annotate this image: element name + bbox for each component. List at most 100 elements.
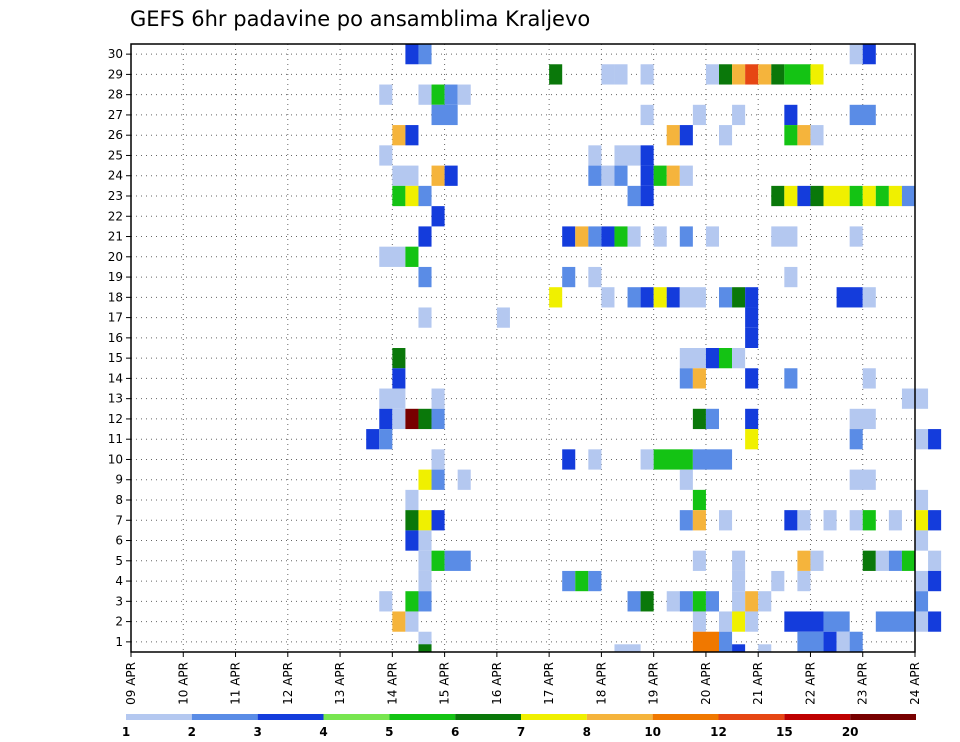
heatmap-cell: [784, 185, 798, 207]
legend-label: 3: [253, 725, 261, 739]
heatmap-cell: [784, 64, 811, 85]
heatmap-cell: [745, 591, 759, 612]
heatmap-cell: [888, 550, 902, 571]
legend-label: 5: [385, 725, 393, 739]
heatmap-cell: [666, 591, 680, 612]
heatmap-cell: [692, 611, 706, 632]
heatmap-cell: [745, 368, 759, 389]
heatmap-cell: [705, 348, 719, 369]
heatmap-cell: [418, 570, 432, 592]
heatmap-cell: [418, 226, 432, 247]
heatmap-cell: [888, 185, 902, 207]
heatmap-cell: [745, 429, 759, 450]
heatmap-cell: [692, 408, 706, 430]
y-tick-label: 16: [108, 331, 123, 345]
x-tick-label: 10 APR: [176, 662, 190, 705]
heatmap-cell: [666, 125, 680, 146]
heatmap-cell: [862, 368, 876, 389]
heatmap-cell: [784, 368, 798, 389]
heatmap-cell: [601, 287, 615, 308]
legend-swatch: [850, 714, 916, 720]
heatmap-cell: [627, 185, 641, 207]
heatmap-cell: [705, 226, 719, 247]
legend-swatch: [455, 714, 521, 720]
heatmap-cell: [732, 591, 746, 612]
y-tick-label: 29: [108, 67, 123, 81]
y-tick-label: 1: [115, 635, 123, 649]
heatmap-cell: [418, 185, 432, 207]
heatmap-cell: [679, 287, 706, 308]
heatmap-cell: [562, 570, 576, 592]
heatmap-cell: [758, 64, 772, 85]
chart-title: GEFS 6hr padavine po ansamblima Kraljevo: [130, 7, 590, 31]
heatmap-cell: [849, 510, 863, 531]
heatmap-cell: [823, 185, 850, 207]
heatmap-cell: [588, 145, 602, 166]
legend-swatch: [586, 714, 653, 720]
heatmap-cell: [431, 84, 445, 105]
y-tick-label: 6: [115, 534, 123, 548]
y-tick-label: 19: [108, 270, 123, 284]
heatmap-cell: [758, 591, 772, 612]
heatmap-cell: [640, 591, 654, 612]
heatmap-cell: [405, 408, 419, 430]
x-tick-label: 19 APR: [647, 662, 661, 705]
heatmap-cell: [732, 644, 746, 652]
heatmap-cell: [418, 307, 432, 328]
heatmap-cell: [745, 307, 759, 328]
heatmap-cell: [745, 611, 759, 632]
heatmap-cell: [745, 408, 759, 430]
heatmap-cell: [797, 570, 811, 592]
heatmap-cell: [562, 226, 576, 247]
heatmap-cell: [679, 591, 693, 612]
heatmap-cell: [627, 226, 641, 247]
heatmap-cell: [862, 185, 876, 207]
legend-swatch: [126, 714, 192, 720]
legend-label: 12: [710, 725, 727, 739]
heatmap-cell: [418, 644, 432, 652]
legend-swatch: [521, 714, 587, 720]
heatmap-cell: [431, 550, 445, 571]
heatmap-cell: [888, 510, 902, 531]
heatmap-cell: [719, 64, 733, 85]
y-tick-label: 8: [115, 493, 123, 507]
heatmap-cell: [640, 64, 654, 85]
heatmap-cell: [679, 469, 693, 490]
heatmap-cell: [875, 611, 915, 632]
heatmap-cell: [549, 287, 563, 308]
heatmap-cell: [928, 510, 942, 531]
heatmap-cell: [575, 570, 589, 592]
x-tick-label: 24 APR: [908, 662, 922, 705]
heatmap-cell: [745, 64, 759, 85]
heatmap-cell: [418, 550, 432, 571]
legend-label: 4: [319, 725, 327, 739]
x-tick-label: 16 APR: [490, 662, 504, 705]
heatmap-cell: [692, 550, 706, 571]
y-tick-label: 22: [108, 209, 123, 223]
heatmap-cell: [771, 226, 798, 247]
heatmap-cell: [771, 185, 785, 207]
heatmap-cell: [692, 631, 719, 652]
heatmap-cell: [719, 510, 733, 531]
heatmap-cell: [614, 226, 628, 247]
heatmap-cell: [679, 226, 693, 247]
legend-label: 6: [451, 725, 459, 739]
heatmap-cell: [784, 266, 798, 288]
heatmap-cell: [771, 570, 785, 592]
legend-label: 7: [517, 725, 525, 739]
y-tick-label: 18: [108, 290, 123, 304]
heatmap-cell: [928, 429, 942, 450]
y-tick-label: 12: [108, 412, 123, 426]
heatmap-cell: [666, 165, 680, 186]
heatmap-cell: [705, 64, 719, 85]
heatmap-cells: [366, 44, 942, 652]
legend-label: 10: [644, 725, 661, 739]
x-tick-label: 18 APR: [594, 662, 608, 705]
heatmap-cell: [379, 246, 406, 267]
legend-label: 8: [583, 725, 591, 739]
heatmap-cell: [392, 165, 419, 186]
y-tick-label: 21: [108, 230, 123, 244]
heatmap-cell: [849, 44, 863, 65]
heatmap-cell: [915, 489, 929, 511]
legend-swatch: [323, 714, 390, 720]
